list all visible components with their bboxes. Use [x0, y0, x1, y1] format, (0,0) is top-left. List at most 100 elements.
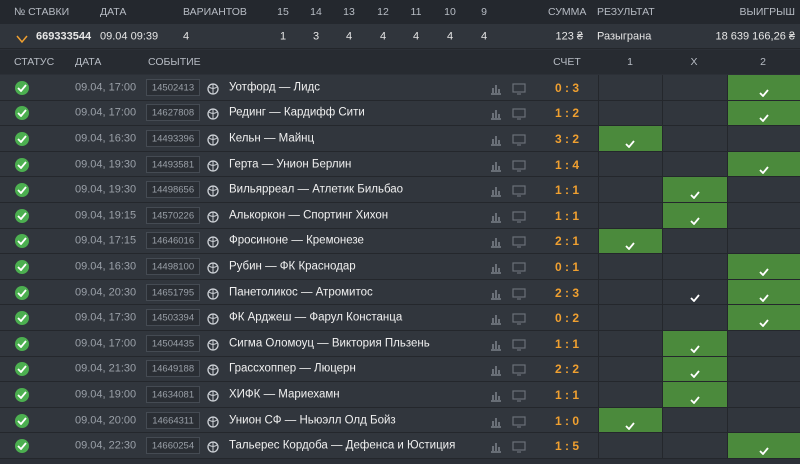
event-name: Тальерес Кордоба — Дефенса и Юстиция — [229, 439, 456, 452]
event-name: Вильярреал — Атлетик Бильбао — [229, 183, 404, 196]
pick-check — [689, 391, 700, 405]
check-icon — [625, 140, 635, 149]
check-icon — [758, 166, 769, 174]
outcome-cell — [727, 228, 800, 254]
status-icon — [15, 260, 29, 274]
event-score: 0 : 1 — [554, 260, 580, 274]
bet-variants: 4 — [183, 30, 190, 43]
check-icon — [17, 417, 27, 425]
status-icon — [15, 439, 29, 454]
check-icon — [17, 263, 27, 271]
event-score: 0 : 2 — [554, 311, 580, 326]
check-icon — [689, 294, 700, 302]
event-name: Алькоркон — Спортинг Хихон — [229, 209, 389, 222]
stats-icon — [490, 389, 502, 402]
header-label: РЕЗУЛЬТАТ — [597, 5, 655, 18]
outcome-cell — [598, 331, 662, 356]
header-label: 14 — [310, 5, 322, 18]
tv-icon — [512, 159, 526, 172]
status-icon — [15, 157, 29, 172]
events-column: 1 — [627, 55, 633, 68]
bet-count: 4 — [379, 30, 387, 43]
event-id: 14493396 — [151, 133, 195, 145]
outcome-cell — [598, 100, 662, 126]
outcome-cell — [662, 75, 727, 100]
event-name: Кельн — Майнц — [229, 132, 315, 145]
event-name: Герта — Унион Берлин — [229, 157, 352, 170]
event-date: 09.04, 19:00 — [75, 388, 137, 401]
tv-icon — [512, 107, 526, 120]
event-score: 1 : 2 — [554, 106, 580, 121]
event-name: ХИФК — Мариехамн — [229, 388, 340, 401]
stats-icon — [490, 159, 502, 172]
sport-icon — [207, 107, 219, 121]
check-icon — [758, 89, 769, 98]
outcome-cell — [598, 382, 662, 407]
event-date: 09.04, 17:00 — [75, 81, 137, 94]
event-id: 14651795 — [151, 286, 195, 298]
sport-icon — [207, 363, 219, 377]
outcome-cell — [727, 203, 800, 228]
event-score: 1 : 1 — [554, 208, 580, 223]
sport-icon — [207, 210, 219, 223]
event-row — [0, 407, 800, 434]
pick-check — [625, 417, 635, 430]
outcome-cell — [662, 279, 727, 305]
event-score: 1 : 1 — [554, 388, 580, 402]
tv-icon — [512, 184, 526, 197]
bet-count: 3 — [312, 30, 320, 43]
pick-check — [758, 263, 769, 277]
outcome-cell — [662, 151, 727, 177]
status-icon — [15, 388, 29, 402]
outcome-cell — [662, 407, 727, 433]
stats-icon — [490, 363, 502, 377]
tv-icon — [512, 312, 526, 325]
outcome-cell — [598, 279, 662, 305]
status-icon — [15, 234, 29, 249]
stats-icon — [490, 82, 502, 95]
header-label: ВАРИАНТОВ — [183, 5, 247, 18]
event-id-box — [146, 130, 200, 147]
outcome-cell — [727, 177, 800, 202]
event-id: 14498100 — [151, 261, 195, 273]
bet-count: 4 — [446, 30, 454, 43]
header-label: 12 — [377, 5, 389, 18]
event-id: 14570226 — [151, 210, 195, 222]
outcome-cell — [727, 126, 800, 151]
events-column: СЧЕТ — [553, 55, 581, 68]
event-id-box — [146, 360, 200, 378]
header-label: № СТАВКИ — [14, 5, 70, 18]
outcome-cell — [598, 151, 662, 177]
event-row — [0, 75, 800, 101]
check-icon — [17, 135, 27, 143]
event-id: 14649188 — [151, 363, 195, 375]
pick-check — [689, 365, 700, 379]
pick-check — [689, 212, 700, 226]
check-icon — [17, 365, 27, 374]
event-row — [0, 279, 800, 306]
event-id: 14660254 — [151, 440, 195, 452]
outcome-cell — [662, 254, 727, 279]
bet-count: 4 — [345, 30, 353, 43]
events-column: ДАТА — [75, 55, 102, 68]
pick-check — [758, 161, 769, 174]
outcome-cell — [662, 100, 727, 126]
status-icon — [15, 80, 29, 95]
stats-icon — [490, 235, 502, 249]
event-score: 2 : 1 — [554, 234, 580, 249]
check-icon — [17, 186, 27, 195]
outcome-cell — [598, 75, 662, 100]
outcome-cell — [598, 356, 662, 382]
event-score: 1 : 1 — [554, 183, 580, 198]
status-icon — [15, 183, 29, 198]
sport-icon — [207, 235, 219, 249]
sport-icon — [207, 133, 219, 146]
outcome-cell — [727, 382, 800, 407]
outcome-cell — [598, 177, 662, 202]
header-label: СУММА — [548, 5, 587, 18]
outcome-cell — [662, 305, 727, 330]
check-icon — [689, 370, 700, 379]
stats-icon — [490, 440, 502, 453]
event-id-box — [146, 309, 200, 327]
event-id-box — [146, 386, 200, 403]
